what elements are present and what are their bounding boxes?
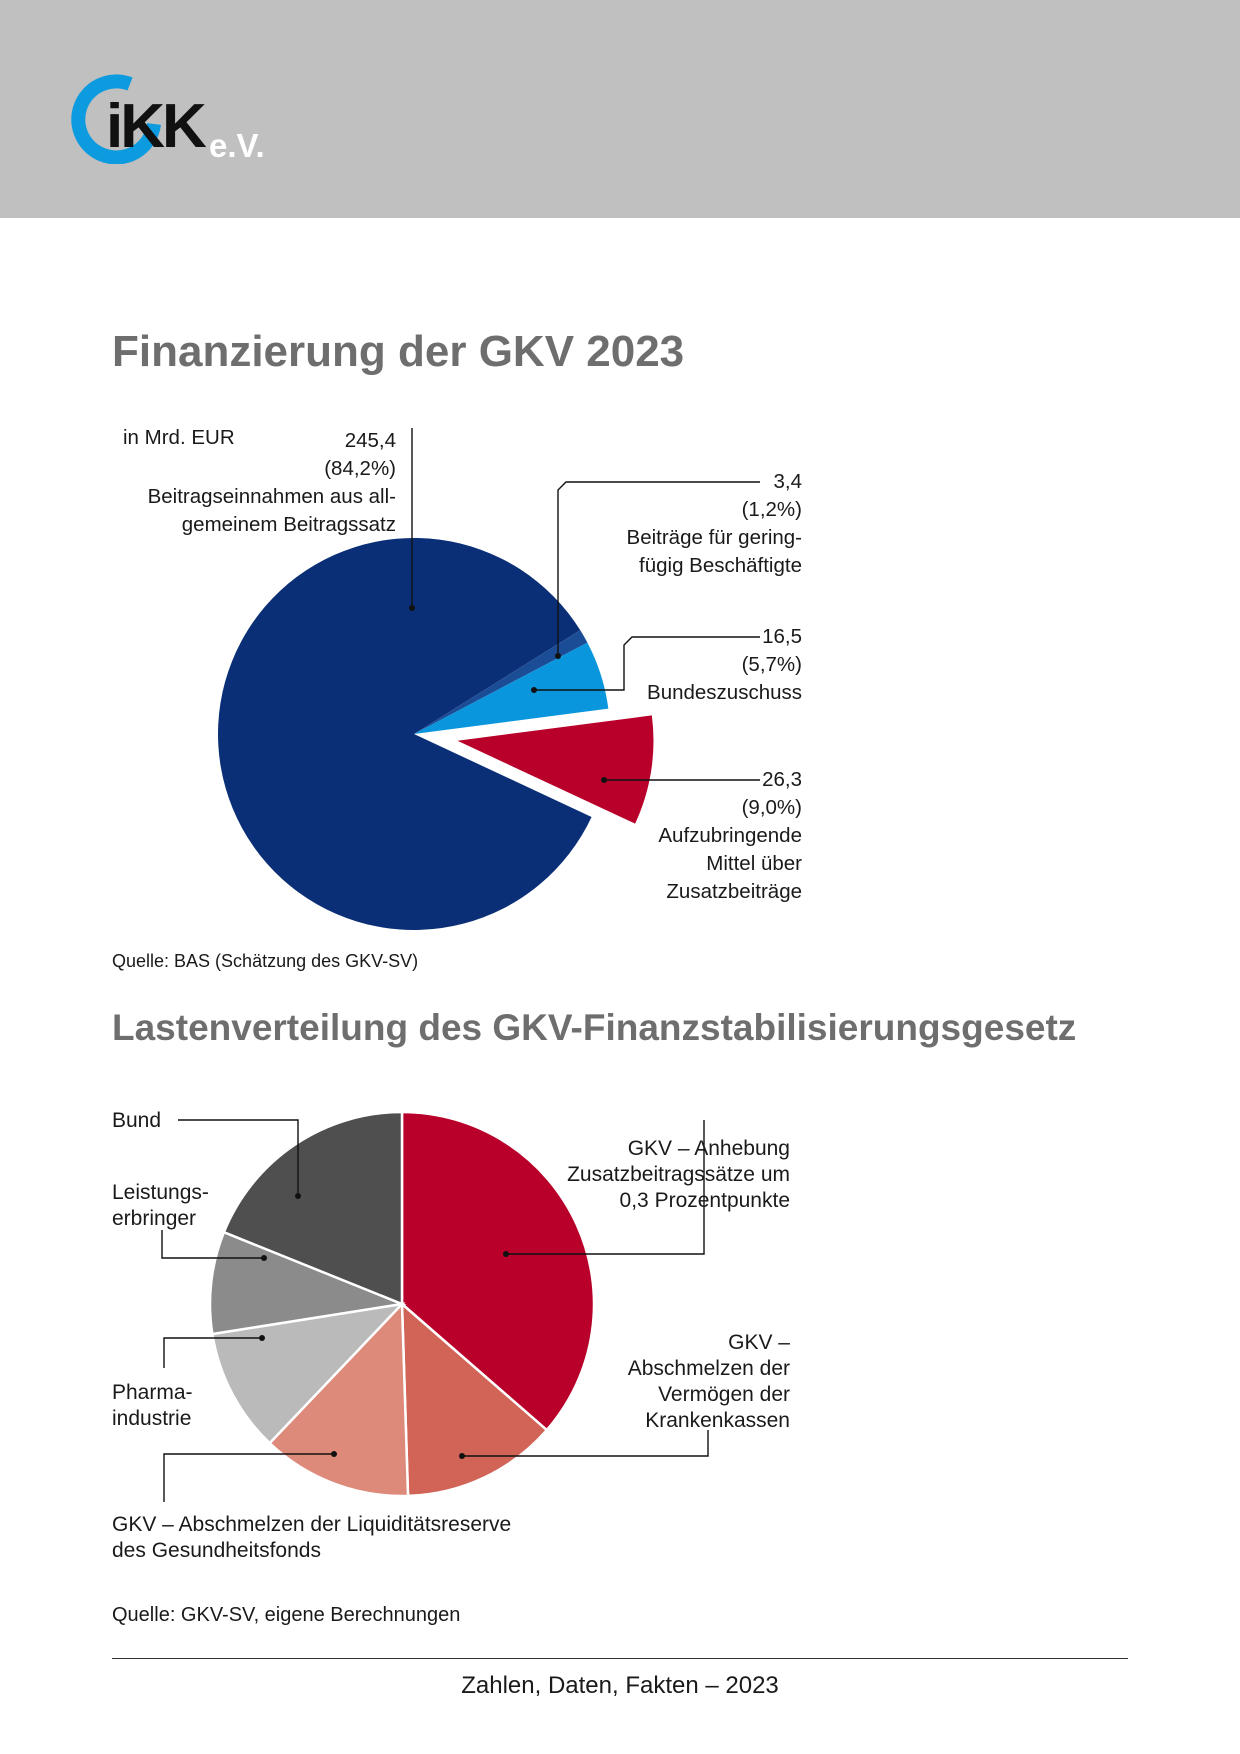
slice-name-line: Vermögen der	[658, 1383, 790, 1406]
leader-line-bund	[178, 1119, 299, 1196]
slice-value: 16,5	[762, 625, 802, 648]
header-band	[0, 0, 1240, 218]
slice-name-line: des Gesundheitsfonds	[112, 1539, 321, 1562]
slice-value: 26,3	[762, 768, 802, 791]
leader-line-leistungserbringer	[161, 1230, 264, 1259]
slice-name-line: Zusatzbeiträge	[666, 880, 802, 903]
slice-name-line: GKV – Anhebung	[627, 1137, 790, 1160]
leader-dot-vermoegen	[459, 1453, 465, 1459]
slice-name-line: gemeinem Beitragssatz	[181, 513, 396, 536]
leader-dot-liquiditaet	[331, 1451, 337, 1457]
slice-percent: (9,0%)	[741, 796, 802, 819]
slice-name-line: Abschmelzen der	[627, 1357, 790, 1380]
slice-name-line: fügig Beschäftigte	[639, 554, 802, 577]
leader-dot-geringfuegig	[555, 653, 561, 659]
leader-dot-pharma	[259, 1335, 265, 1341]
slice-name-line: Bund	[112, 1109, 162, 1132]
slice-label-zusatzbeitraege: 26,3 (9,0%) Aufzubringende Mittel über Z…	[658, 766, 802, 906]
slice-name-line: Pharma-	[112, 1381, 193, 1404]
pie-slice-0	[400, 1110, 596, 1432]
leader-dot-zusatzbeitraege	[601, 777, 607, 783]
chart2-source: Quelle: GKV-SV, eigene Berechnungen	[112, 1604, 461, 1626]
ikk-logo: iKK e.V.	[66, 66, 306, 176]
slice-name-line: Zusatzbeitragssätze um	[567, 1163, 790, 1186]
leader-line-bundeszuschuss	[534, 636, 760, 691]
leader-line-geringfuegig	[557, 481, 760, 656]
leader-line-vermoegen	[462, 1430, 709, 1457]
leader-line-anhebung	[506, 1120, 705, 1255]
pie-slice-5	[222, 1110, 404, 1306]
pie-slice-3	[457, 715, 654, 824]
slice-name-line: Leistungs-	[112, 1181, 209, 1204]
slice-name-line: 0,3 Prozentpunkte	[619, 1189, 790, 1212]
leader-line-pharma	[163, 1337, 262, 1368]
logo-suffix: e.V.	[209, 127, 265, 164]
leader-line-liquiditaet	[163, 1453, 334, 1502]
slice-name-line: GKV –	[728, 1331, 790, 1354]
logo-ring-icon	[71, 74, 161, 164]
pie-slice-1	[400, 1301, 549, 1498]
logo-text: iKK	[106, 92, 207, 161]
slice-label-leistungserbringer: Leistungs- erbringer	[112, 1180, 209, 1232]
leader-dot-beitragseinnahmen	[409, 605, 415, 611]
slice-name-line: erbringer	[112, 1207, 197, 1230]
slice-value: 245,4	[344, 429, 396, 452]
pie-slice-2	[414, 642, 609, 734]
slice-percent: (5,7%)	[741, 653, 802, 676]
slice-name-line: Mittel über	[706, 852, 802, 875]
pie-slice-1	[414, 630, 588, 734]
slice-label-beitragseinnahmen: 245,4 (84,2%) Beitragseinnahmen aus all-…	[148, 427, 396, 539]
footer-divider	[112, 1658, 1128, 1659]
pie-chart-financing	[217, 538, 654, 930]
slice-value: 3,4	[773, 470, 803, 493]
slice-label-anhebung: GKV – Anhebung Zusatzbeitragssätze um 0,…	[567, 1136, 790, 1214]
slice-name-line: Krankenkassen	[645, 1409, 790, 1432]
slice-name-line: Aufzubringende	[658, 824, 802, 847]
slice-label-vermoegen: GKV – Abschmelzen der Vermögen der Krank…	[628, 1330, 790, 1434]
leader-lines-financing	[409, 428, 760, 783]
slice-name-line: Beitragseinnahmen aus all-	[147, 485, 396, 508]
slice-label-liquiditaet: GKV – Abschmelzen der Liquiditätsreserve…	[112, 1512, 511, 1564]
slice-percent: (1,2%)	[741, 498, 802, 521]
chart2-title: Lastenverteilung des GKV-Finanzstabilisi…	[112, 1007, 1077, 1048]
leader-dot-bundeszuschuss	[531, 687, 537, 693]
leader-dot-leistungserbringer	[261, 1255, 267, 1261]
pie-slice-2	[267, 1300, 410, 1498]
slice-label-pharma: Pharma- industrie	[112, 1380, 193, 1432]
slice-percent: (84,2%)	[324, 457, 396, 480]
chart1-source: Quelle: BAS (Schätzung des GKV-SV)	[112, 951, 419, 971]
slice-label-geringfuegig: 3,4 (1,2%) Beiträge für gering- fügig Be…	[627, 468, 802, 580]
slice-name-line: Bundeszuschuss	[647, 681, 802, 704]
slice-label-bundeszuschuss: 16,5 (5,7%) Bundeszuschuss	[647, 623, 802, 707]
leader-lines-burden	[161, 1119, 709, 1502]
leader-dot-anhebung	[503, 1251, 509, 1257]
slice-label-bund: Bund	[112, 1108, 161, 1134]
footer-text: Zahlen, Daten, Fakten – 2023	[461, 1672, 779, 1699]
pie-chart-burden	[208, 1110, 596, 1498]
pie-slice-0	[217, 538, 592, 930]
chart1-title: Finanzierung der GKV 2023	[112, 327, 685, 376]
slice-name-line: industrie	[112, 1407, 192, 1430]
slice-name-line: GKV – Abschmelzen der Liquiditätsreserve	[112, 1513, 512, 1536]
slice-name-line: Beiträge für gering-	[626, 526, 802, 549]
leader-dot-bund	[295, 1193, 301, 1199]
chart1-unit-note: in Mrd. EUR	[123, 426, 235, 449]
